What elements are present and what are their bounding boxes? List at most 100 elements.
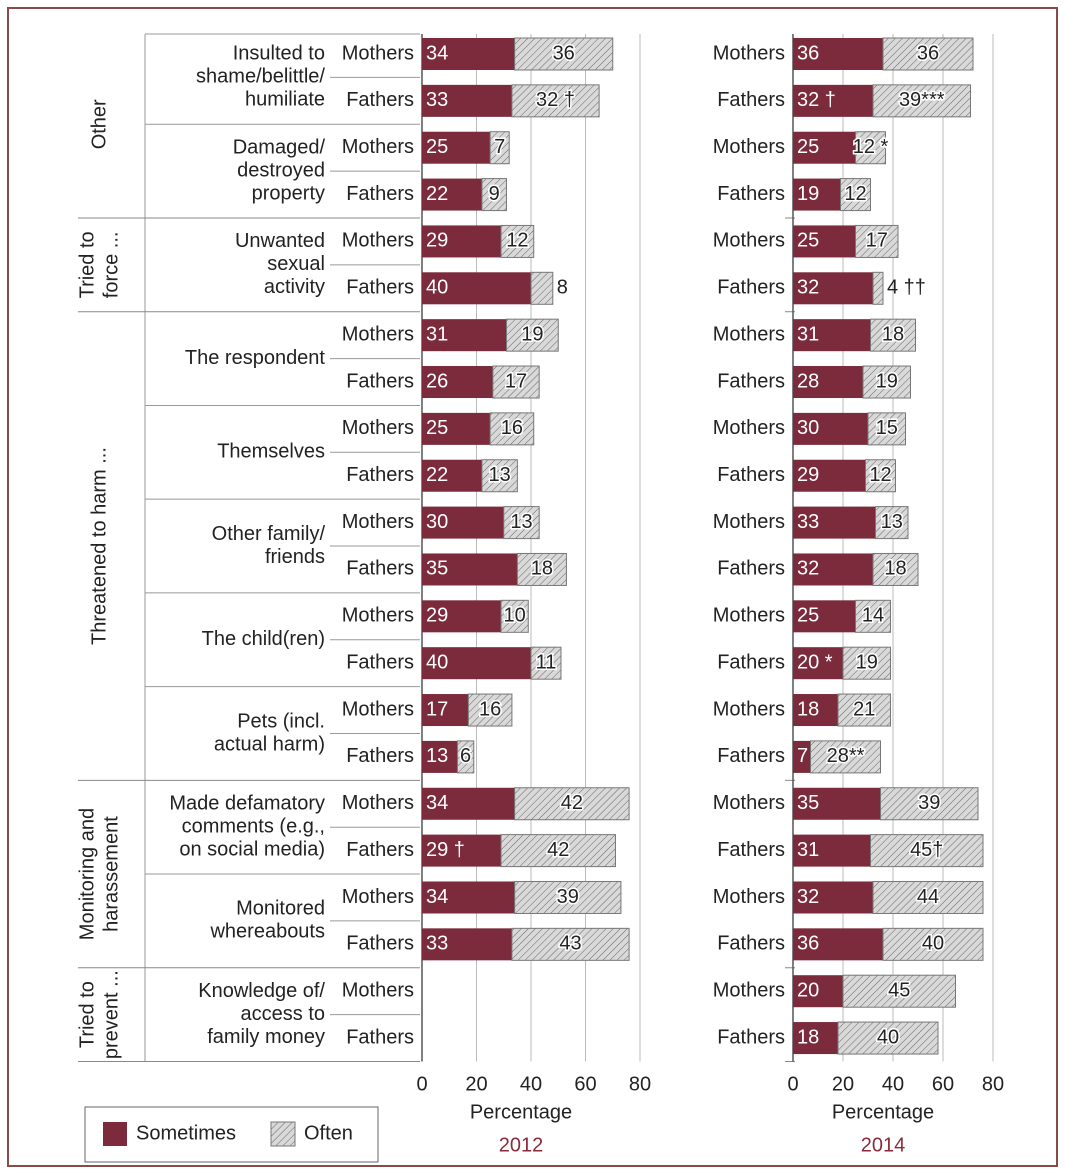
value-label: 45†: [910, 839, 943, 861]
value-label: 19: [797, 183, 819, 205]
value-label: 25: [426, 417, 448, 439]
category-label: Fathers: [717, 464, 785, 486]
value-label: 20: [797, 979, 819, 1001]
category-label: Fathers: [717, 651, 785, 673]
bar-segment: [489, 412, 535, 446]
category-label: Mothers: [713, 792, 785, 814]
group-label: Tried to: [76, 231, 98, 298]
row-label: Made defamatory: [169, 792, 325, 814]
bar-segment: [793, 881, 873, 914]
category-label: Mothers: [342, 792, 414, 814]
group-label: force ...: [100, 232, 122, 299]
bar-segment: [872, 84, 971, 118]
bar-segment: [793, 647, 843, 680]
category-label: Mothers: [713, 886, 785, 908]
value-label: 36: [917, 42, 939, 64]
value-label: 35: [426, 558, 448, 580]
value-label: 39***: [899, 89, 945, 111]
legend-swatch: [270, 1121, 296, 1147]
x-tick-label: 40: [520, 1073, 542, 1095]
bar-segment: [793, 1022, 838, 1055]
value-label: 36: [553, 42, 575, 64]
bar-segment: [505, 318, 559, 352]
row-label: friends: [265, 546, 325, 568]
bar-segment: [793, 834, 871, 867]
bar-segment: [793, 459, 866, 492]
bar-segment: [882, 37, 974, 71]
panel-title: 2014: [861, 1134, 906, 1156]
row-label: on social media): [179, 838, 325, 860]
category-label: Fathers: [717, 89, 785, 111]
value-label: 9: [489, 183, 500, 205]
value-label: 44: [917, 886, 939, 908]
category-label: Mothers: [713, 417, 785, 439]
category-label: Fathers: [717, 558, 785, 580]
value-label: 21: [853, 698, 875, 720]
row-label: The child(ren): [202, 628, 325, 650]
category-label: Mothers: [713, 323, 785, 345]
bar-segment: [500, 834, 616, 868]
bar-segment: [422, 84, 512, 117]
category-label: Fathers: [346, 933, 414, 955]
bar-segment: [489, 131, 510, 165]
value-label: 32: [797, 886, 819, 908]
value-label: 18: [884, 558, 906, 580]
bar-segment: [793, 84, 873, 117]
bar-segment: [511, 927, 630, 961]
bar-segment: [810, 740, 881, 774]
bar-segment: [422, 694, 469, 727]
bar-segment: [422, 881, 515, 914]
value-label: 32: [797, 558, 819, 580]
row-label: actual harm): [214, 733, 325, 755]
value-label: 29: [426, 230, 448, 252]
bar-segment: [793, 740, 811, 773]
value-label: 33: [426, 933, 448, 955]
value-label: 31: [797, 839, 819, 861]
value-label: 29: [426, 605, 448, 627]
bar-segment: [842, 646, 891, 680]
value-label: 13: [426, 745, 448, 767]
value-label: 45: [888, 979, 910, 1001]
bar-segment: [837, 693, 891, 727]
category-label: Mothers: [342, 230, 414, 252]
category-label: Fathers: [717, 839, 785, 861]
value-label: 12: [869, 464, 891, 486]
value-label: 17: [426, 698, 448, 720]
bar-segment: [840, 178, 871, 212]
bar-segment: [793, 553, 873, 586]
category-label: Mothers: [342, 979, 414, 1001]
bar-segment: [837, 1021, 939, 1055]
value-label: 6: [460, 745, 471, 767]
legend-box: [84, 1106, 379, 1163]
bar-segment: [793, 131, 856, 164]
value-label: 8: [557, 277, 568, 299]
x-tick-label: 80: [629, 1073, 651, 1095]
value-label: 39: [557, 886, 579, 908]
value-label: 20 *: [797, 651, 833, 673]
bar-segment: [422, 506, 504, 539]
value-label: 33: [426, 89, 448, 111]
group-label: prevent ...: [100, 970, 122, 1059]
bar-segment: [422, 928, 512, 961]
row-label: shame/belittle/: [196, 66, 325, 88]
bar-segment: [422, 319, 507, 352]
x-axis-label: Percentage: [832, 1101, 934, 1123]
category-label: Fathers: [717, 183, 785, 205]
bar-segment: [875, 506, 909, 540]
value-label: 28: [797, 370, 819, 392]
x-tick-label: 0: [416, 1073, 427, 1095]
x-tick-label: 60: [574, 1073, 596, 1095]
bar-segment: [511, 84, 600, 118]
bar-segment: [870, 834, 984, 868]
value-label: 11: [536, 651, 557, 673]
category-label: Mothers: [342, 605, 414, 627]
value-label: 33: [797, 511, 819, 533]
bar-segment: [422, 787, 515, 820]
bar-segment: [872, 271, 884, 305]
value-label: 40: [426, 651, 448, 673]
value-label: 40: [922, 933, 944, 955]
x-tick-label: 60: [932, 1073, 954, 1095]
bar-segment: [530, 646, 562, 680]
value-label: 13: [881, 511, 903, 533]
